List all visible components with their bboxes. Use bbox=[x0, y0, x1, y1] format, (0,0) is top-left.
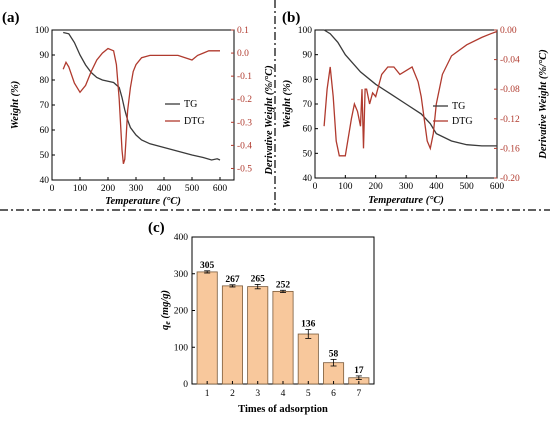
x-tick-label: 1 bbox=[205, 389, 210, 399]
y-tick-label: 200 bbox=[174, 307, 189, 317]
bar-value-label: 267 bbox=[225, 275, 240, 285]
y2-tick-label: -0.5 bbox=[237, 164, 252, 174]
y2-tick-label: 0.00 bbox=[500, 26, 517, 36]
x-tick-label: 5 bbox=[306, 389, 311, 399]
y-tick-label: 100 bbox=[35, 26, 50, 36]
y-tick-label: 50 bbox=[40, 151, 50, 161]
y2-tick-label: -0.2 bbox=[237, 95, 252, 105]
legend-b: TG DTG bbox=[433, 101, 473, 127]
y-tick-label: 80 bbox=[303, 75, 313, 85]
bar-value-label: 252 bbox=[276, 280, 291, 290]
x-tick-label: 3 bbox=[255, 389, 260, 399]
y-tick-label: 40 bbox=[303, 174, 313, 184]
series-line-tg bbox=[63, 31, 221, 161]
series-line-dtg bbox=[323, 30, 498, 157]
legend-label-tg-a: TG bbox=[184, 99, 197, 110]
y2-axis-title-a: Derivative Weight (%/°C) bbox=[264, 65, 275, 175]
x-tick-label: 400 bbox=[429, 182, 444, 192]
y-tick-label: 80 bbox=[40, 76, 50, 86]
bar bbox=[272, 290, 294, 385]
bar-value-label: 58 bbox=[329, 349, 339, 359]
y-tick-label: 70 bbox=[40, 101, 50, 111]
x-tick-label: 200 bbox=[369, 182, 384, 192]
y-tick-label: 400 bbox=[174, 233, 189, 243]
legend-label-tg-b: TG bbox=[452, 101, 465, 112]
bar bbox=[221, 285, 243, 385]
panel-label-c: (c) bbox=[148, 220, 165, 236]
x-tick-label: 2 bbox=[230, 389, 235, 399]
y-tick-label: 50 bbox=[303, 149, 313, 159]
y2-tick-label: -0.16 bbox=[500, 144, 520, 154]
legend-label-dtg-b: DTG bbox=[452, 116, 473, 127]
legend-label-dtg-a: DTG bbox=[184, 116, 205, 127]
bar-value-label: 17 bbox=[354, 366, 364, 376]
bar bbox=[196, 271, 218, 385]
x-tick-label: 400 bbox=[157, 184, 172, 194]
y-axis-title-a: Weight (%) bbox=[10, 81, 21, 130]
bar-value-label: 265 bbox=[251, 274, 266, 284]
series-line-tg bbox=[323, 29, 497, 147]
bar bbox=[247, 286, 269, 385]
x-tick-label: 100 bbox=[73, 184, 88, 194]
y-tick-label: 90 bbox=[40, 51, 50, 61]
x-tick-label: 4 bbox=[281, 389, 286, 399]
y-tick-label: 0 bbox=[183, 380, 188, 390]
y2-tick-label: -0.1 bbox=[237, 72, 252, 82]
y2-tick-label: 0.1 bbox=[237, 26, 249, 36]
y-tick-label: 300 bbox=[174, 270, 189, 280]
y-axis-title-b: Weight (%) bbox=[282, 80, 293, 129]
y2-tick-label: -0.3 bbox=[237, 118, 252, 128]
x-tick-label: 600 bbox=[490, 182, 505, 192]
y-tick-label: 60 bbox=[40, 126, 50, 136]
legend-a: TG DTG bbox=[165, 99, 205, 127]
x-tick-label: 100 bbox=[338, 182, 353, 192]
x-tick-label: 6 bbox=[331, 389, 336, 399]
bar bbox=[297, 333, 319, 385]
chart-panel-a: (a) 0 100 200 300 400 500 600 40 50 60 70 80 90 100 0.… bbox=[2, 10, 275, 207]
x-tick-label: 500 bbox=[460, 182, 475, 192]
y-tick-label: 100 bbox=[174, 343, 189, 353]
y-tick-label: 70 bbox=[303, 100, 313, 110]
panel-label-b: (b) bbox=[282, 10, 300, 26]
x-tick-label: 0 bbox=[50, 184, 55, 194]
y-tick-label: 90 bbox=[303, 51, 313, 61]
chart-panel-b: (b) 0 100 200 300 400 500 600 40 50 60 70 80 90 100 0.… bbox=[282, 10, 549, 206]
panel-label-a: (a) bbox=[2, 10, 20, 26]
y-tick-label: 40 bbox=[40, 176, 50, 186]
bar-value-label: 305 bbox=[200, 261, 215, 271]
y2-tick-label: -0.08 bbox=[500, 85, 520, 95]
x-axis-title-b: Temperature (°C) bbox=[368, 195, 444, 206]
y2-tick-label: 0.0 bbox=[237, 49, 249, 59]
x-axis-title-a: Temperature (°C) bbox=[105, 196, 181, 207]
x-tick-label: 200 bbox=[101, 184, 116, 194]
x-tick-label: 600 bbox=[213, 184, 228, 194]
x-tick-label: 300 bbox=[399, 182, 414, 192]
y-tick-label: 60 bbox=[303, 125, 313, 135]
x-tick-label: 300 bbox=[129, 184, 144, 194]
series-line-dtg bbox=[62, 47, 220, 164]
y2-tick-label: -0.20 bbox=[500, 174, 520, 184]
x-axis-title-c: Times of adsorption bbox=[238, 404, 328, 415]
chart-panel-c: (c) 305 267 265 252 136 58 17 1 2 3 4 5 6 7 0 100 200 30… bbox=[148, 220, 375, 415]
y2-tick-label: -0.12 bbox=[500, 115, 520, 125]
bar-value-label: 136 bbox=[301, 320, 316, 330]
y-axis-title-c: qe (mg/g) bbox=[160, 290, 172, 330]
y-tick-label: 100 bbox=[298, 26, 313, 36]
y2-tick-label: -0.4 bbox=[237, 141, 252, 151]
x-tick-label: 0 bbox=[313, 182, 318, 192]
x-tick-label: 7 bbox=[356, 389, 361, 399]
x-tick-label: 500 bbox=[185, 184, 200, 194]
y2-axis-title-b: Derivative Weight (%/°C) bbox=[538, 49, 549, 159]
y2-tick-label: -0.04 bbox=[500, 56, 520, 66]
